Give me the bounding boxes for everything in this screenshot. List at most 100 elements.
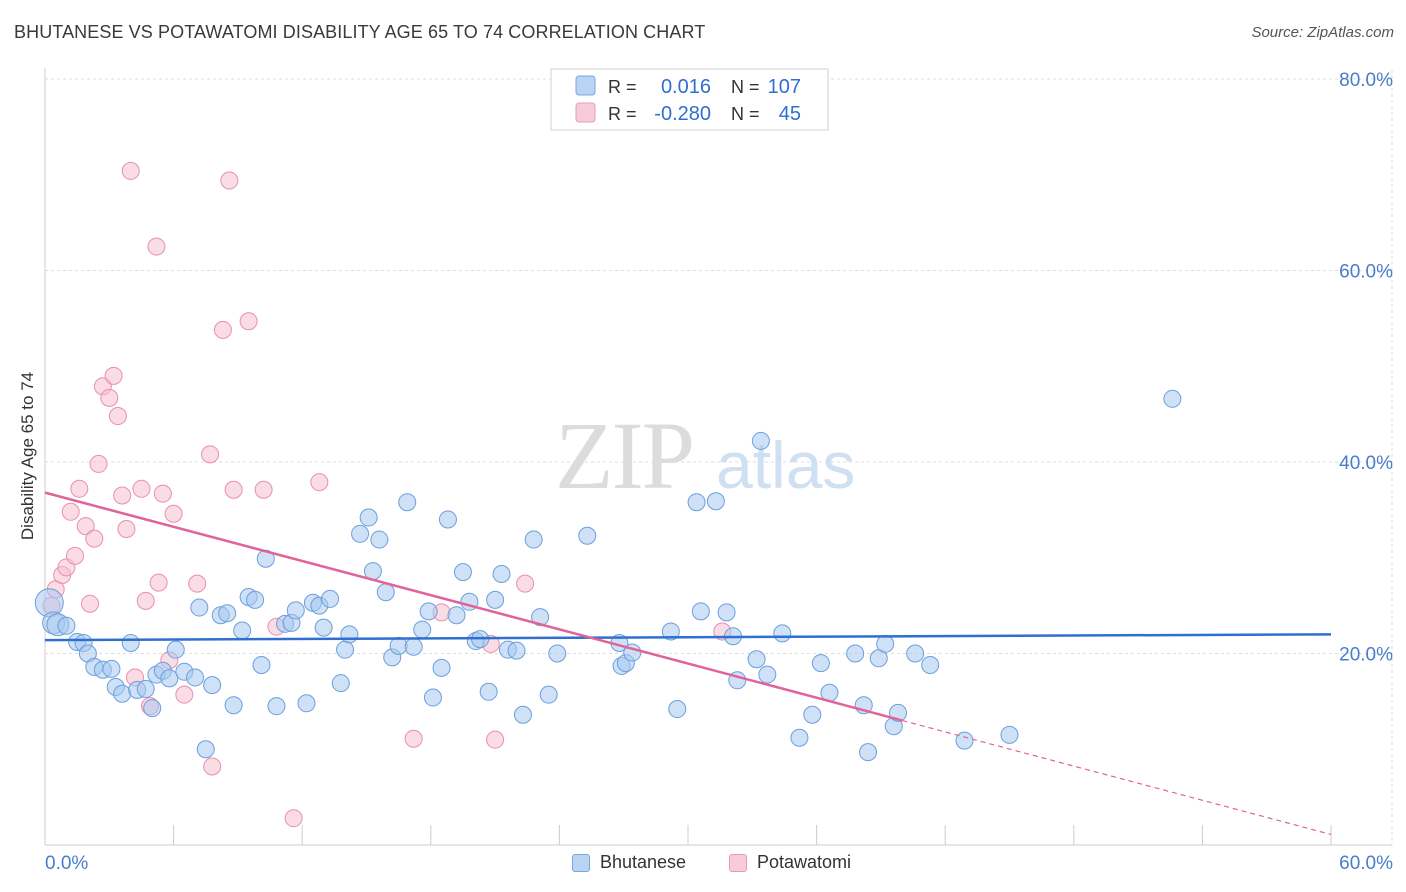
potawatomi-point-14 (108, 407, 127, 426)
potawatomi-point-17 (121, 161, 140, 180)
legend-label-bhutanese: Bhutanese (600, 852, 687, 872)
potawatomi-trend-extension (902, 719, 1332, 836)
bhutanese-point-82 (691, 602, 710, 621)
potawatomi-point-22 (147, 237, 166, 256)
y-tick-label-20: 20.0% (1339, 645, 1393, 666)
bhutanese-point-14 (136, 679, 155, 698)
bhutanese-point-66 (492, 565, 511, 584)
bhutanese-point-106 (1163, 389, 1182, 408)
potawatomi-swatch (729, 853, 747, 872)
bhutanese-point-51 (389, 636, 408, 655)
axes (44, 68, 1392, 846)
potawatomi-point-43 (516, 574, 535, 593)
bhutanese-point-87 (747, 650, 766, 669)
legend-item-bhutanese: Bhutanese (572, 852, 686, 873)
bhutanese-point-43 (336, 640, 355, 659)
potawatomi-point-9 (85, 529, 104, 548)
bhutanese-point-105 (1000, 725, 1019, 744)
bhutanese-point-56 (423, 688, 442, 707)
potawatomi-point-19 (132, 479, 151, 498)
chart-title: BHUTANESE VS POTAWATOMI DISABILITY AGE 6… (14, 22, 706, 42)
potawatomi-point-34 (239, 312, 258, 331)
watermark-zip: ZIP (555, 402, 693, 509)
legend-item-potawatomi: Potawatomi (729, 852, 851, 873)
bhutanese-point-65 (486, 590, 505, 609)
bhutanese-point-3 (57, 616, 76, 635)
bhutanese-point-72 (539, 685, 558, 704)
legend-n-value-2: 45 (779, 103, 801, 125)
bhutanese-point-95 (846, 644, 865, 663)
bhutanese-point-80 (668, 700, 687, 719)
bhutanese-point-45 (351, 524, 370, 543)
legend-r-label-1: R = (608, 77, 637, 97)
bhutanese-point-33 (267, 697, 286, 716)
bhutanese-point-58 (438, 510, 457, 529)
bhutanese-point-23 (196, 740, 215, 759)
bhutanese-point-97 (859, 743, 878, 762)
bhutanese-point-48 (370, 530, 389, 549)
potawatomi-point-41 (486, 730, 505, 749)
potawatomi-point-12 (100, 388, 119, 407)
bhutanese-point-57 (432, 658, 451, 677)
bhutanese-point-74 (578, 526, 597, 545)
y-tick-label-40: 40.0% (1339, 453, 1393, 474)
bhutanese-point-81 (687, 493, 706, 512)
bhutanese-point-11 (113, 684, 132, 703)
legend-r-value-2: -0.280 (654, 103, 711, 125)
bhutanese-point-15 (143, 699, 162, 718)
watermark: ZIP atlas (555, 402, 855, 509)
potawatomi-point-32 (220, 171, 239, 190)
bhutanese-point-90 (773, 624, 792, 643)
potawatomi-point-5 (66, 546, 85, 565)
potawatomi-point-29 (201, 445, 220, 464)
bhutanese-point-12 (121, 633, 140, 652)
x-tick-label-min: 0.0% (45, 853, 88, 874)
bhutanese-point-64 (479, 682, 498, 701)
potawatomi-point-20 (136, 591, 155, 610)
legend-r-value-1: 0.016 (661, 76, 711, 98)
bhutanese-point-103 (921, 655, 940, 674)
bhutanese-point-53 (404, 637, 423, 656)
bhutanese-point-59 (447, 606, 466, 625)
bhutanese-point-44 (340, 625, 359, 644)
potawatomi-point-13 (104, 366, 123, 385)
potawatomi-point-26 (164, 504, 183, 523)
bhutanese-point-28 (233, 621, 252, 640)
potawatomi-point-16 (117, 520, 136, 539)
bhutanese-point-46 (359, 508, 378, 527)
bhutanese-point-91 (790, 728, 809, 747)
potawatomi-point-8 (81, 594, 100, 613)
potawatomi-point-28 (188, 574, 207, 593)
y-tick-label-80: 80.0% (1339, 70, 1393, 91)
bhutanese-point-104 (955, 731, 974, 750)
bhutanese-point-21 (186, 668, 205, 687)
potawatomi-point-38 (310, 473, 329, 492)
watermark-atlas: atlas (716, 428, 855, 502)
potawatomi-point-31 (213, 320, 232, 339)
potawatomi-point-27 (175, 685, 194, 704)
bhutanese-point-42 (331, 674, 350, 693)
bhutanese-point-55 (419, 602, 438, 621)
potawatomi-point-4 (61, 502, 80, 521)
bhutanese-swatch (572, 853, 590, 872)
grid-lines (45, 70, 1393, 845)
bhutanese-point-102 (906, 644, 925, 663)
bhutanese-point-84 (717, 603, 736, 622)
y-tick-label-60: 60.0% (1339, 262, 1393, 283)
legend-n-label-1: N = (731, 77, 760, 97)
legend-n-value-1: 107 (768, 76, 801, 98)
bhutanese-point-41 (321, 589, 340, 608)
potawatomi-point-30 (203, 757, 222, 776)
bhutanese-point-92 (803, 705, 822, 724)
bhutanese-point-60 (453, 563, 472, 582)
bhutanese-point-79 (661, 622, 680, 641)
bhutanese-point-49 (376, 583, 395, 602)
bhutanese-point-99 (876, 634, 895, 653)
bhutanese-point-89 (758, 665, 777, 684)
x-tick-labels: 0.0% 60.0% (45, 853, 1393, 874)
potawatomi-point-6 (70, 479, 89, 498)
bhutanese-point-83 (706, 492, 725, 511)
legend-swatch-potawatomi (575, 102, 596, 123)
potawatomi-point-23 (149, 573, 168, 592)
